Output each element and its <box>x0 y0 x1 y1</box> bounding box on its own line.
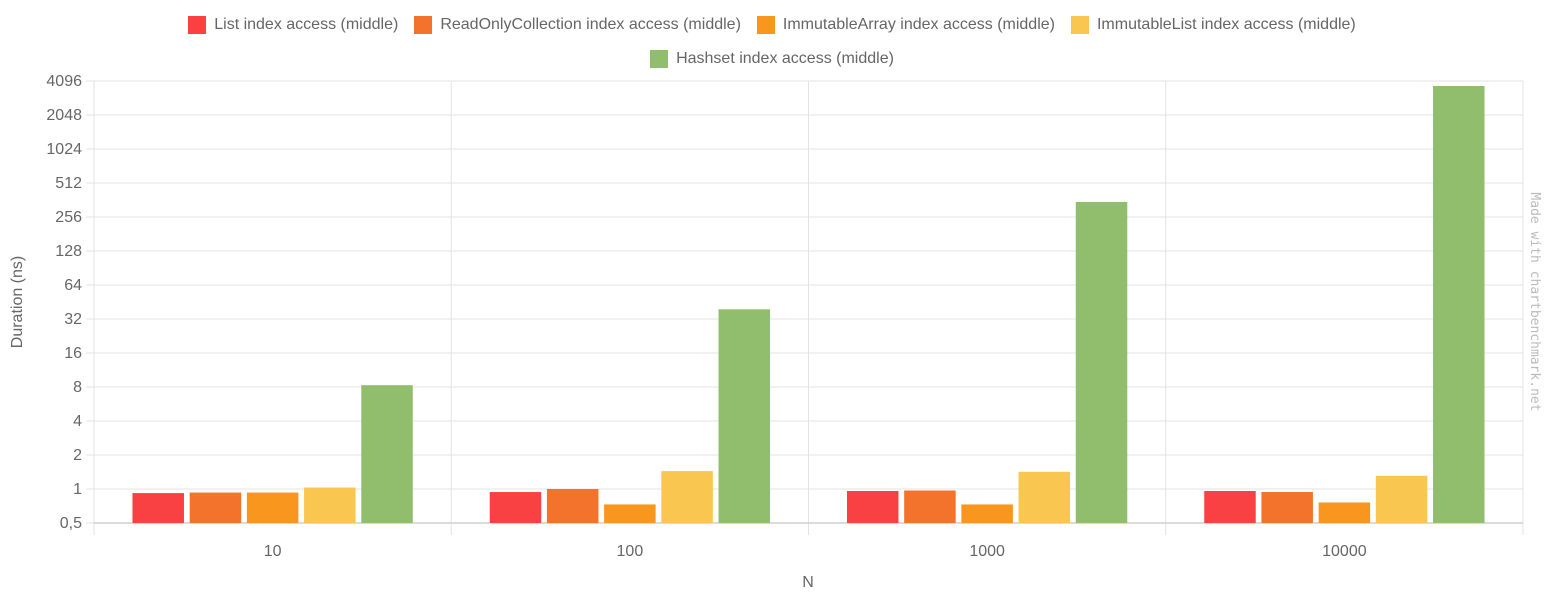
bar[interactable]: Hashset index access (middle) — N=100: 3… <box>718 309 771 523</box>
legend-label: ImmutableArray index access (middle) <box>782 16 1055 33</box>
y-tick-label: 1 <box>73 481 82 498</box>
bar[interactable]: ImmutableArray index access (middle) — N… <box>246 492 299 523</box>
y-tick-label: 1024 <box>46 141 82 158</box>
x-tick-label: 100 <box>617 543 644 560</box>
bar[interactable]: ImmutableList index access (middle) — N=… <box>304 487 356 523</box>
legend-item-immutablearray[interactable]: ImmutableArray index access (middle) <box>756 16 1055 34</box>
legend-swatch-readonlycollection <box>414 16 433 34</box>
bar[interactable]: Hashset index access (middle) — N=10: 8.… <box>361 385 413 523</box>
legend-item-hashset[interactable]: Hashset index access (middle) <box>650 50 894 68</box>
x-axis-title: N <box>802 574 814 591</box>
y-tick-label: 2048 <box>46 107 82 124</box>
legend-item-readonlycollection[interactable]: ReadOnlyCollection index access (middle) <box>414 16 741 34</box>
legend-row-2: Hashset index access (middle) <box>0 42 1544 76</box>
legend-item-immutablelist[interactable]: ImmutableList index access (middle) <box>1070 16 1356 34</box>
bar[interactable]: ImmutableArray index access (middle) — N… <box>1318 502 1371 523</box>
y-tick-label: 256 <box>55 209 82 226</box>
legend-label: ImmutableList index access (middle) <box>1096 16 1356 33</box>
y-tick-label: 2 <box>73 447 82 464</box>
y-tick-label: 128 <box>55 243 82 260</box>
legend-swatch-immutablearray <box>756 16 775 34</box>
bar[interactable]: ImmutableArray index access (middle) — N… <box>961 504 1013 523</box>
y-tick-label: 4096 <box>46 73 82 90</box>
legend-label: List index access (middle) <box>214 16 399 33</box>
x-axis: 10 100 1000 10000 <box>264 543 1367 560</box>
y-tick-label: 16 <box>64 345 82 362</box>
bar[interactable]: List index access (middle) — N=1000: 0.9… <box>846 491 899 523</box>
legend-item-list[interactable]: List index access (middle) <box>188 16 398 34</box>
bar[interactable]: List index access (middle) — N=10: 0.92 … <box>132 493 184 523</box>
chart-legend: List index access (middle) ReadOnlyColle… <box>0 8 1544 76</box>
gridlines <box>86 80 1524 535</box>
watermark: Made with chartbenchmark.net <box>1527 192 1542 411</box>
x-tick-label: 10 <box>264 543 282 560</box>
legend-label: ReadOnlyCollection index access (middle) <box>440 16 741 33</box>
bar[interactable]: Hashset index access (middle) — N=10000:… <box>1433 85 1485 523</box>
y-tick-label: 4 <box>73 413 82 430</box>
legend-swatch-hashset <box>650 50 669 68</box>
y-tick-label: 64 <box>64 277 82 294</box>
bar[interactable]: ImmutableList index access (middle) — N=… <box>1018 471 1071 523</box>
legend-row-1: List index access (middle) ReadOnlyColle… <box>0 8 1544 42</box>
x-tick-label: 10000 <box>1322 543 1367 560</box>
y-tick-label: 512 <box>55 175 82 192</box>
bars: List index access (middle) — N=10: 0.92 … <box>132 85 1485 523</box>
bar[interactable]: ImmutableList index access (middle) — N=… <box>661 471 713 523</box>
y-tick-label: 0,5 <box>60 515 82 532</box>
y-axis-title: Duration (ns) <box>9 256 26 348</box>
y-axis-ticks: 0,5 1 2 4 8 16 32 64 128 256 512 1024 2048 4096 <box>46 73 82 532</box>
bar[interactable]: ReadOnlyCollection index access (middle)… <box>1261 492 1313 523</box>
legend-label: Hashset index access (middle) <box>676 50 894 67</box>
bar[interactable]: ImmutableList index access (middle) — N=… <box>1375 475 1428 523</box>
x-tick-label: 1000 <box>969 543 1005 560</box>
y-tick-label: 32 <box>64 311 82 328</box>
bar[interactable]: List index access (middle) — N=100: 0.94… <box>489 492 542 523</box>
bar[interactable]: ImmutableArray index access (middle) — N… <box>604 504 656 523</box>
legend-swatch-immutablelist <box>1070 16 1089 34</box>
legend-swatch-list <box>188 16 207 34</box>
bar[interactable]: ReadOnlyCollection index access (middle)… <box>904 490 956 523</box>
bar[interactable]: ReadOnlyCollection index access (middle)… <box>546 489 599 523</box>
bar[interactable]: Hashset index access (middle) — N=1000: … <box>1075 201 1128 523</box>
y-tick-label: 8 <box>73 379 82 396</box>
bar[interactable]: List index access (middle) — N=10000: 0.… <box>1204 491 1256 523</box>
bar[interactable]: ReadOnlyCollection index access (middle)… <box>189 492 242 523</box>
